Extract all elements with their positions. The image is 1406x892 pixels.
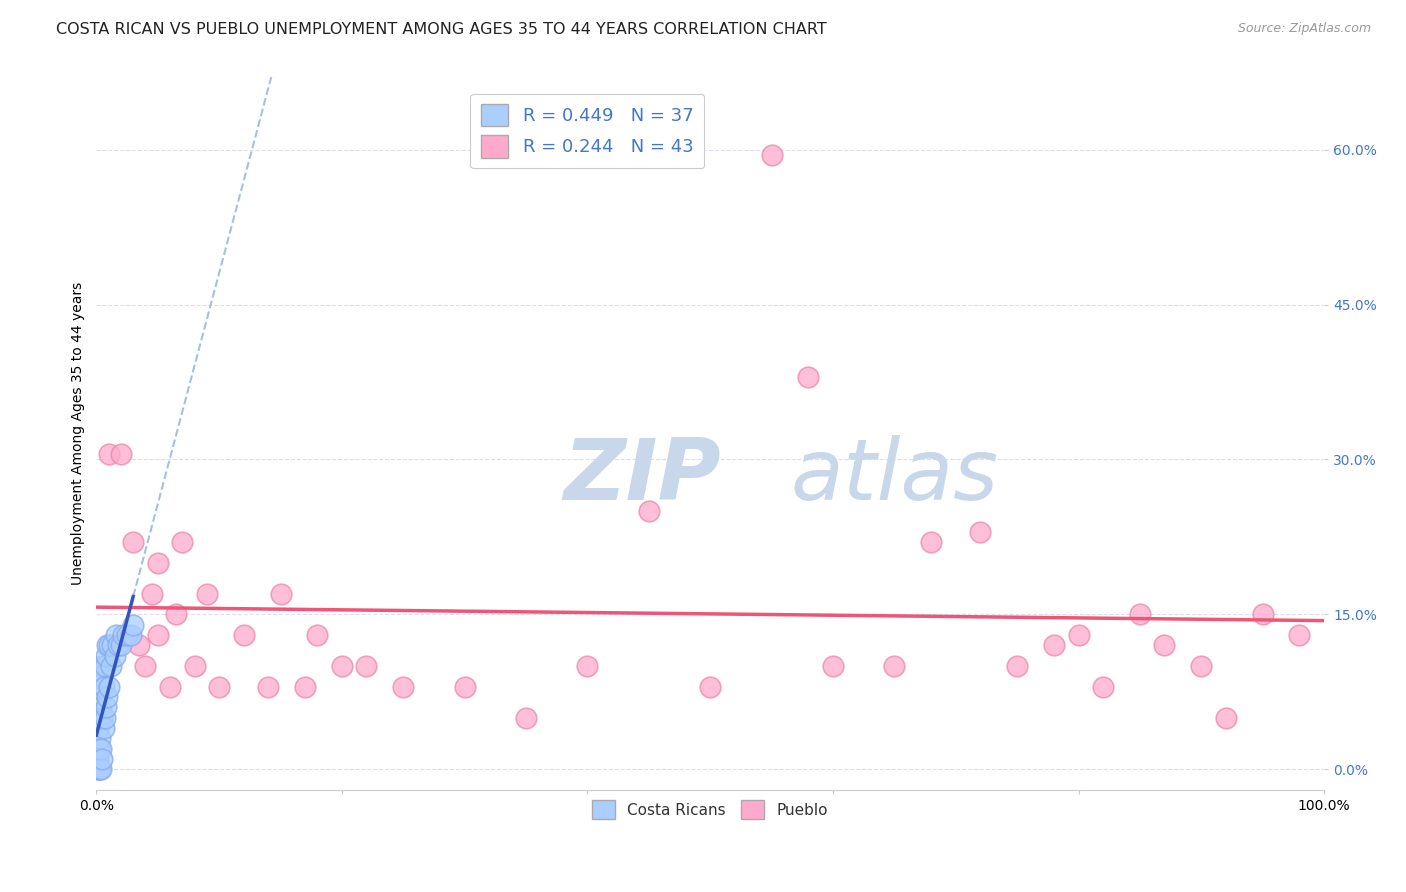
- Point: [86, 721, 108, 735]
- Point: [87, 762, 110, 776]
- Point: [89, 762, 111, 776]
- Point: [90, 659, 112, 673]
- Point: [91, 669, 114, 683]
- Point: [94, 711, 117, 725]
- Point: [87, 669, 110, 683]
- Y-axis label: Unemployment Among Ages 35 to 44 years: Unemployment Among Ages 35 to 44 years: [72, 282, 86, 585]
- Point: [330, 659, 353, 673]
- Point: [637, 504, 659, 518]
- Text: Source: ZipAtlas.com: Source: ZipAtlas.com: [1237, 22, 1371, 36]
- Point: [208, 680, 231, 694]
- Point: [453, 680, 475, 694]
- Point: [96, 648, 118, 663]
- Point: [96, 690, 118, 704]
- Point: [96, 700, 118, 714]
- Point: [257, 680, 280, 694]
- Point: [1005, 659, 1028, 673]
- Point: [920, 535, 942, 549]
- Point: [122, 617, 145, 632]
- Point: [307, 628, 329, 642]
- Point: [883, 659, 905, 673]
- Point: [90, 762, 112, 776]
- Point: [104, 628, 127, 642]
- Point: [515, 711, 537, 725]
- Point: [128, 638, 150, 652]
- Point: [115, 628, 138, 642]
- Point: [146, 628, 169, 642]
- Point: [91, 752, 114, 766]
- Point: [89, 690, 111, 704]
- Point: [87, 741, 110, 756]
- Point: [89, 731, 111, 746]
- Point: [183, 659, 205, 673]
- Point: [392, 680, 415, 694]
- Point: [1288, 628, 1310, 642]
- Point: [122, 535, 145, 549]
- Point: [97, 680, 120, 694]
- Point: [96, 638, 118, 652]
- Point: [1129, 607, 1152, 622]
- Point: [104, 648, 127, 663]
- Point: [1067, 628, 1090, 642]
- Text: atlas: atlas: [790, 435, 998, 518]
- Point: [165, 607, 187, 622]
- Point: [91, 711, 114, 725]
- Text: ZIP: ZIP: [562, 435, 720, 518]
- Point: [94, 659, 117, 673]
- Point: [90, 700, 112, 714]
- Point: [576, 659, 599, 673]
- Point: [969, 524, 991, 539]
- Point: [356, 659, 378, 673]
- Point: [134, 659, 156, 673]
- Point: [120, 628, 142, 642]
- Point: [107, 638, 129, 652]
- Text: COSTA RICAN VS PUEBLO UNEMPLOYMENT AMONG AGES 35 TO 44 YEARS CORRELATION CHART: COSTA RICAN VS PUEBLO UNEMPLOYMENT AMONG…: [56, 22, 827, 37]
- Point: [101, 638, 124, 652]
- Point: [821, 659, 844, 673]
- Point: [1092, 680, 1115, 694]
- Point: [146, 556, 169, 570]
- Point: [100, 659, 122, 673]
- Point: [86, 762, 108, 776]
- Point: [97, 638, 120, 652]
- Point: [1189, 659, 1212, 673]
- Point: [294, 680, 316, 694]
- Legend: Costa Ricans, Pueblo: Costa Ricans, Pueblo: [586, 794, 834, 825]
- Point: [195, 587, 218, 601]
- Point: [159, 680, 181, 694]
- Point: [86, 752, 108, 766]
- Point: [1153, 638, 1175, 652]
- Point: [699, 680, 721, 694]
- Point: [112, 628, 135, 642]
- Point: [172, 535, 194, 549]
- Point: [93, 680, 115, 694]
- Point: [93, 721, 115, 735]
- Point: [87, 711, 110, 725]
- Point: [232, 628, 254, 642]
- Point: [110, 638, 132, 652]
- Point: [761, 148, 783, 162]
- Point: [1251, 607, 1274, 622]
- Point: [97, 447, 120, 461]
- Point: [110, 447, 132, 461]
- Point: [141, 587, 163, 601]
- Point: [1215, 711, 1237, 725]
- Point: [90, 741, 112, 756]
- Point: [797, 370, 820, 384]
- Point: [270, 587, 292, 601]
- Point: [1043, 638, 1066, 652]
